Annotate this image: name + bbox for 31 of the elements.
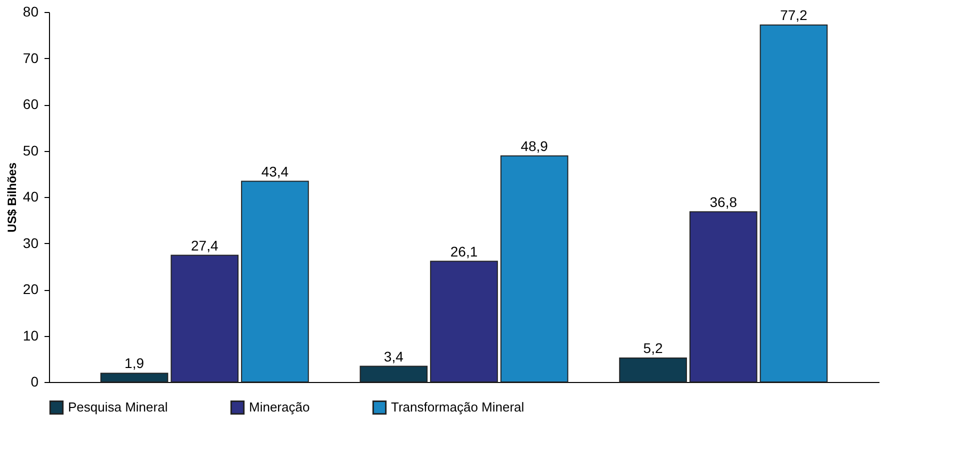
legend-label: Pesquisa Mineral <box>68 400 168 415</box>
bar <box>241 180 309 382</box>
text: 3,4 <box>384 348 404 364</box>
y-tick-label: 60 <box>22 96 39 112</box>
legend-label: Transformação Mineral <box>391 400 524 415</box>
y-tick-label: 40 <box>22 188 39 204</box>
y-tick-label: 30 <box>22 234 39 251</box>
text: 26,1 <box>450 243 478 260</box>
bar <box>619 357 687 382</box>
bar <box>170 254 239 382</box>
text: 5,2 <box>643 340 663 356</box>
y-tick-label: 0 <box>30 374 39 390</box>
text: 43,4 <box>261 163 289 180</box>
bar <box>689 211 758 382</box>
bar <box>500 155 568 382</box>
legend-label: Mineração <box>249 400 310 415</box>
text: 48,9 <box>520 138 548 154</box>
bar <box>760 24 828 382</box>
text: 36,8 <box>710 194 737 210</box>
text: 1,9 <box>124 355 144 372</box>
y-tick-label: 50 <box>22 142 39 158</box>
y-tick-label: 10 <box>22 327 39 344</box>
text: 77,2 <box>780 6 808 23</box>
text: 27,4 <box>191 237 218 254</box>
y-tick-label: 80 <box>22 4 39 20</box>
bar <box>360 366 428 382</box>
bar <box>100 372 168 382</box>
y-axis-title: US$ Bilhões <box>4 162 19 233</box>
y-tick-label: 70 <box>22 50 39 66</box>
y-tick-label: 20 <box>22 281 39 297</box>
bar <box>430 260 498 382</box>
